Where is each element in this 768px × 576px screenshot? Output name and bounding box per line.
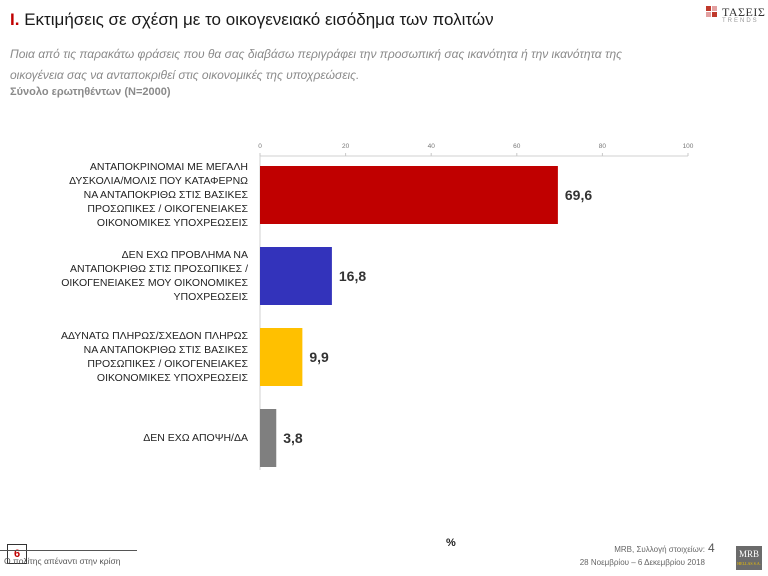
category-label-line: ΝΑ ΑΝΤΑΠΟΚΡΙΘΩ ΣΤΙΣ ΒΑΣΙΚΕΣ bbox=[83, 344, 248, 356]
x-tick-label: 100 bbox=[683, 143, 694, 150]
x-tick-label: 40 bbox=[428, 143, 436, 150]
category-label: ΔΕΝ ΕΧΩ ΠΡΟΒΛΗΜΑ ΝΑ ΑΝΤΑΠΟΚΡΙΘΩ ΣΤΙΣ ΠΡΟΣ… bbox=[30, 248, 248, 304]
tasseis-logo: ΤΑΣΕΙΣ TRENDS bbox=[706, 5, 766, 28]
category-label-line: ΠΡΟΣΩΠΙΚΕΣ / ΟΙΚΟΓΕΝΕΙΑΚΕΣ bbox=[87, 358, 248, 370]
x-tick-label: 80 bbox=[599, 143, 607, 150]
category-label-line: ΟΙΚΟΓΕΝΕΙΑΚΕΣ ΜΟΥ ΟΙΚΟΝΟΜΙΚΕΣ bbox=[61, 277, 248, 289]
category-label-line: ΑΔΥΝΑΤΩ ΠΛΗΡΩΣ/ΣΧΕΔΟΝ ΠΛΗΡΩΣ bbox=[61, 330, 248, 342]
category-label-line: ΠΡΟΣΩΠΙΚΕΣ / ΟΙΚΟΓΕΝΕΙΑΚΕΣ bbox=[87, 203, 248, 215]
logo-tagline: TRENDS bbox=[722, 18, 759, 24]
mrb-logo: MRB HELLAS S.A. bbox=[736, 546, 762, 570]
category-label: ΑΝΤΑΠΟΚΡΙΝΟΜΑΙ ΜΕ ΜΕΓΑΛΗ ΔΥΣΚΟΛΙΑ/ΜΟΛΙΣ Π… bbox=[30, 160, 248, 230]
category-label: ΑΔΥΝΑΤΩ ΠΛΗΡΩΣ/ΣΧΕΔΟΝ ΠΛΗΡΩΣ ΝΑ ΑΝΤΑΠΟΚΡΙ… bbox=[30, 329, 248, 385]
x-tick-label: 20 bbox=[342, 143, 350, 150]
footer-source-line1: MRB, Συλλογή στοιχείων: bbox=[614, 545, 705, 554]
category-label-line: ΟΙΚΟΝΟΜΙΚΕΣ ΥΠΟΧΡΕΩΣΕΙΣ bbox=[96, 372, 248, 384]
page-number: 4 bbox=[708, 541, 715, 555]
x-tick-label: 0 bbox=[258, 143, 262, 150]
data-label: 9,9 bbox=[309, 349, 329, 365]
category-label-line: ΟΙΚΟΝΟΜΙΚΕΣ ΥΠΟΧΡΕΩΣΕΙΣ bbox=[96, 217, 248, 229]
logo-grid-icon bbox=[706, 6, 718, 18]
data-label: 3,8 bbox=[283, 430, 303, 446]
category-label-line: ΑΝΤΑΠΟΚΡΙΘΩ ΣΤΙΣ ΠΡΟΣΩΠΙΚΕΣ / bbox=[70, 263, 248, 275]
mrb-logo-tag: HELLAS S.A. bbox=[737, 561, 761, 566]
x-axis-label: % bbox=[446, 537, 456, 549]
x-tick-label: 60 bbox=[513, 143, 521, 150]
sample-base: Σύνολο ερωτηθέντων (N=2000) bbox=[10, 86, 171, 98]
question-text: Ποια από τις παρακάτω φράσεις που θα σας… bbox=[10, 47, 622, 82]
bar bbox=[260, 328, 303, 386]
category-label-line: ΝΑ ΑΝΤΑΠΟΚΡΙΘΩ ΣΤΙΣ ΒΑΣΙΚΕΣ bbox=[83, 189, 248, 201]
category-label-line: ΔΕΝ ΕΧΩ ΑΠΟΨΗ/ΔΑ bbox=[143, 432, 248, 444]
category-label-line: ΔΥΣΚΟΛΙΑ/ΜΟΛΙΣ ΠΟΥ ΚΑΤΑΦΕΡΝΩ bbox=[69, 175, 248, 187]
footer-source: MRB, Συλλογή στοιχείων: 28 Νοεμβρίου – 6… bbox=[560, 543, 705, 569]
footer-report-title: Ο πολίτης απέναντι στην κρίση bbox=[4, 556, 121, 566]
category-label: ΔΕΝ ΕΧΩ ΑΠΟΨΗ/ΔΑ bbox=[30, 431, 248, 445]
bar bbox=[260, 247, 332, 305]
data-label: 16,8 bbox=[339, 268, 366, 284]
section-page-box: 6 bbox=[7, 544, 27, 564]
title-text: Εκτιμήσεις σε σχέση με το οικογενειακό ε… bbox=[24, 10, 494, 29]
category-label-line: ΥΠΟΧΡΕΩΣΕΙΣ bbox=[173, 291, 248, 303]
page-title: I. Εκτιμήσεις σε σχέση με το οικογενειακ… bbox=[10, 10, 494, 30]
data-label: 69,6 bbox=[565, 187, 592, 203]
logo-brand: ΤΑΣΕΙΣ bbox=[722, 5, 766, 19]
bar bbox=[260, 166, 558, 224]
bar bbox=[260, 409, 277, 467]
category-label-line: ΑΝΤΑΠΟΚΡΙΝΟΜΑΙ ΜΕ ΜΕΓΑΛΗ bbox=[89, 161, 248, 173]
category-label-line: ΔΕΝ ΕΧΩ ΠΡΟΒΛΗΜΑ ΝΑ bbox=[121, 249, 248, 261]
mrb-logo-text: MRB bbox=[738, 549, 759, 559]
section-number: I. bbox=[10, 10, 20, 29]
footer-source-line2: 28 Νοεμβρίου – 6 Δεκεμβρίου 2018 bbox=[579, 558, 705, 567]
footer-divider bbox=[0, 550, 137, 551]
